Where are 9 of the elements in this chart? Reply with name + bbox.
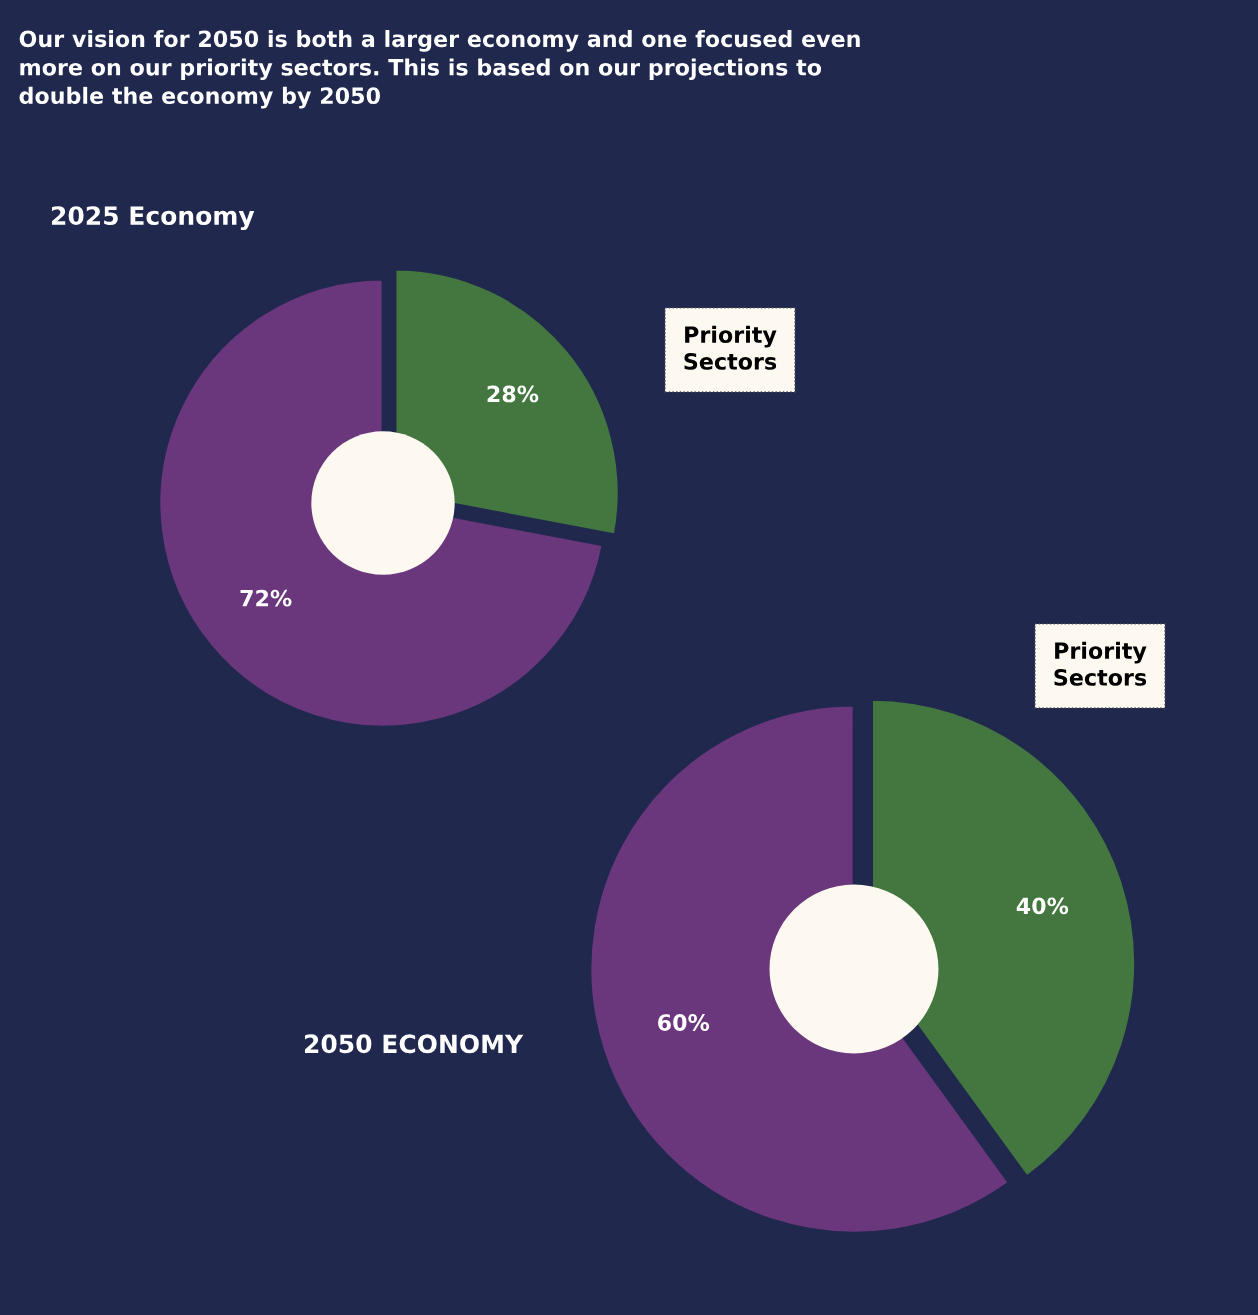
data-label: 72% [240,589,292,607]
text: Our vision for 2050 is both a larger economy and one focused even more on our priority sectors. This is based on our projections to double the economy by 2050 [19,30,860,109]
slice-label: Priority Sectors [1054,641,1147,686]
data-label: 60% [658,1014,710,1031]
chart-title: 2025 Economy [51,206,255,231]
slice-label: Priority Sectors [684,325,777,370]
text: 2050 ECONOMY [304,1034,524,1054]
data-label: 40% [1016,897,1069,915]
data-label: 28% [487,385,539,403]
